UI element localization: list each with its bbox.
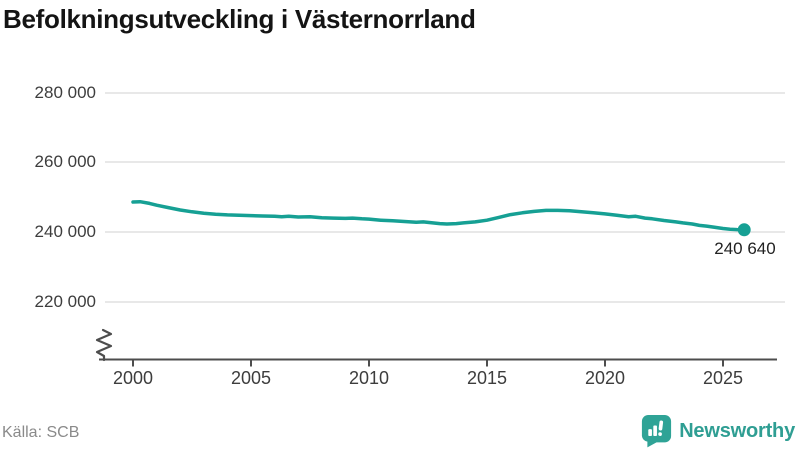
population-line (131, 199, 746, 232)
end-point-marker (737, 223, 751, 237)
y-tick-label: 240 000 (34, 222, 96, 241)
newsworthy-wordmark: Newsworthy (679, 419, 795, 442)
bar-chart-glyph (648, 420, 664, 437)
y-tick-label: 280 000 (34, 83, 96, 102)
y-tick-label: 220 000 (34, 292, 96, 311)
newsworthy-logo: Newsworthy (641, 414, 795, 448)
x-tick-label: 2005 (230, 368, 272, 388)
x-tick-label: 2020 (584, 368, 626, 388)
axis-break-icon (95, 328, 113, 362)
x-tick-label: 2015 (466, 368, 508, 388)
gridlines (105, 92, 785, 303)
end-value-label: 240 640 (714, 239, 776, 258)
source-label: Källa: SCB (2, 424, 80, 441)
newsworthy-bubble-icon (642, 415, 672, 448)
x-tick-label: 2025 (702, 368, 744, 388)
chart-title: Befolkningsutveckling i Västernorrland (3, 4, 476, 34)
x-tick-label: 2000 (112, 368, 154, 388)
x-axis (95, 328, 777, 367)
x-tick-label: 2010 (348, 368, 390, 388)
y-tick-label: 260 000 (34, 152, 96, 171)
